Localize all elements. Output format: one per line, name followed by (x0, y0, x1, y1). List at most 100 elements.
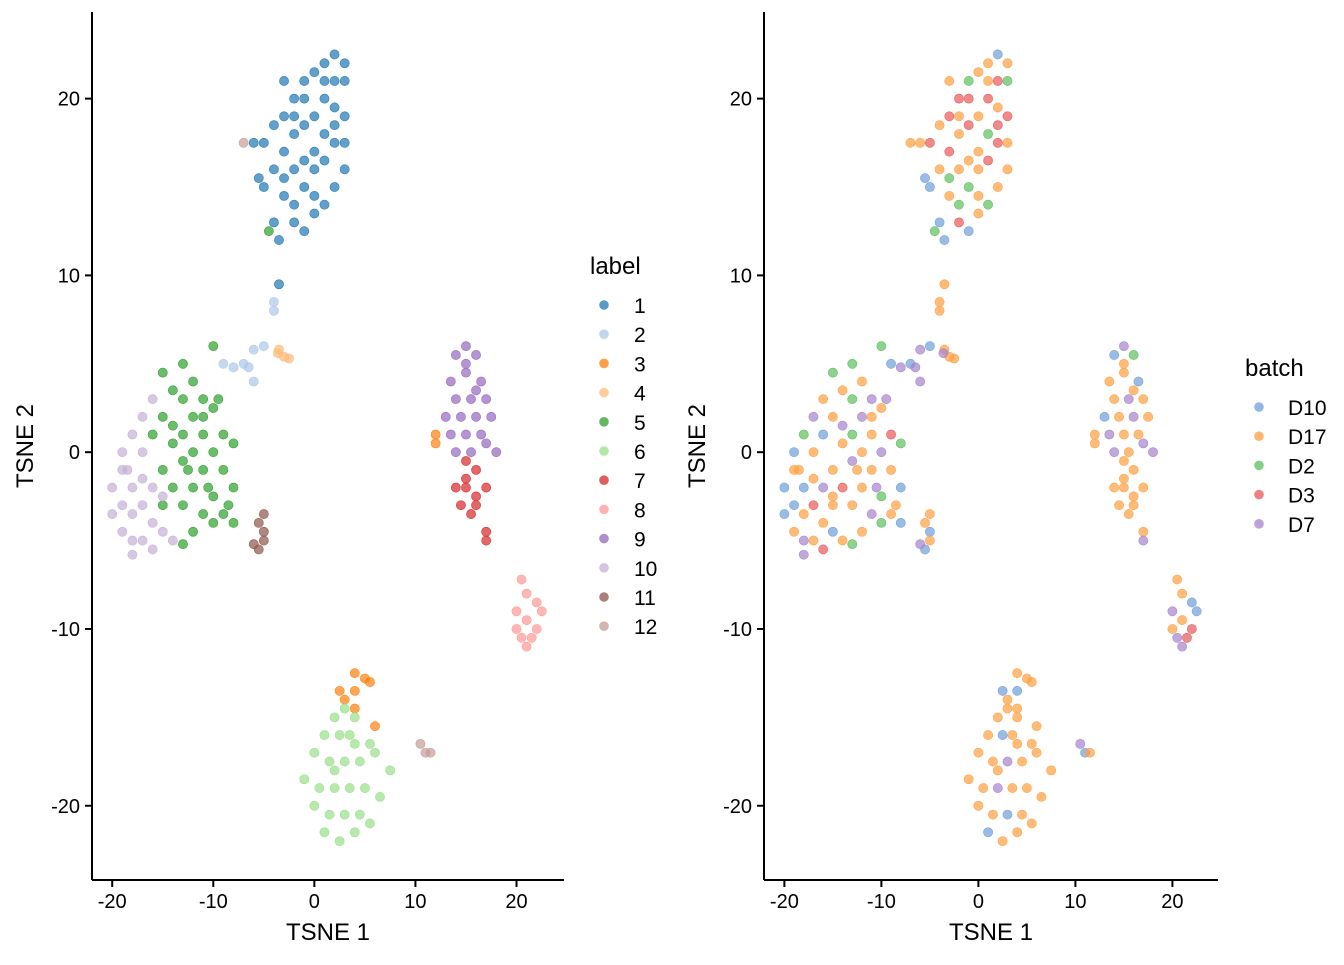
point (157, 491, 168, 502)
point (521, 641, 532, 652)
legend-label: D2 (1288, 455, 1315, 478)
point (147, 544, 158, 555)
point (1133, 429, 1144, 440)
legend-label: 6 (634, 441, 646, 464)
point (1143, 411, 1154, 422)
point (939, 235, 950, 245)
point (1031, 721, 1042, 732)
point (934, 297, 945, 307)
x-axis-label: TSNE 1 (286, 919, 370, 946)
point (365, 738, 375, 749)
y-axis-label: TSNE 2 (12, 404, 39, 488)
point (808, 535, 819, 546)
point (339, 164, 350, 175)
point (827, 367, 838, 378)
point (481, 438, 492, 449)
point (248, 376, 259, 387)
point (963, 120, 974, 131)
point (178, 394, 188, 405)
point (1167, 624, 1178, 634)
point (1119, 341, 1129, 352)
point (450, 350, 461, 360)
point (934, 120, 945, 131)
point (208, 491, 219, 502)
point (481, 394, 492, 405)
point (1007, 730, 1018, 740)
point (1089, 429, 1100, 440)
point (466, 394, 476, 405)
legend-label: 5 (634, 412, 646, 435)
point (798, 429, 809, 440)
point (349, 827, 360, 838)
legend-key (599, 358, 609, 369)
y-axis-label: TSNE 2 (684, 404, 711, 488)
point (1007, 783, 1018, 793)
point (223, 500, 234, 511)
point (1026, 738, 1037, 749)
point (847, 500, 858, 511)
point (939, 279, 950, 290)
point (1109, 350, 1120, 360)
point (1172, 574, 1183, 585)
point (963, 226, 974, 237)
point (178, 358, 188, 369)
point (866, 394, 877, 405)
point (339, 756, 350, 767)
point (1123, 447, 1134, 458)
point (992, 102, 1003, 113)
point (1138, 526, 1149, 537)
point (319, 155, 330, 166)
point (866, 429, 877, 440)
point (827, 464, 838, 475)
point (895, 482, 906, 493)
point (978, 783, 989, 793)
point (798, 549, 809, 560)
point (837, 420, 848, 431)
legend-label: D17 (1288, 426, 1327, 449)
point (243, 362, 254, 373)
point (329, 765, 340, 776)
point (992, 765, 1003, 776)
point (1148, 447, 1158, 458)
point (359, 783, 370, 793)
point (988, 756, 998, 767)
legend-label: 1 (634, 295, 646, 318)
point (137, 447, 148, 458)
point (857, 411, 867, 422)
point (329, 182, 340, 192)
point (461, 367, 471, 378)
x-tick-label: 20 (505, 891, 527, 913)
point (157, 500, 168, 511)
legend-key (599, 592, 609, 602)
point (886, 429, 896, 440)
point (837, 385, 848, 396)
point (319, 58, 330, 69)
x-tick-label: 10 (404, 891, 426, 913)
point (895, 362, 906, 373)
point (963, 774, 974, 785)
point (924, 526, 935, 537)
point (827, 491, 838, 502)
point (167, 420, 178, 431)
point (258, 341, 269, 352)
point (881, 394, 892, 405)
point (808, 411, 819, 422)
point (440, 411, 451, 422)
point (1114, 411, 1124, 422)
y-tick-label: 0 (69, 442, 80, 464)
point (127, 429, 138, 440)
point (1119, 473, 1129, 484)
point (1002, 58, 1013, 69)
legend-label: 11 (634, 587, 656, 610)
point (445, 376, 456, 387)
point (461, 341, 471, 352)
point (415, 738, 426, 749)
point (370, 721, 380, 732)
point (891, 500, 901, 511)
point (1099, 411, 1110, 422)
point (779, 509, 790, 519)
point (127, 509, 138, 519)
y-tick-label: 10 (58, 265, 80, 287)
point (992, 137, 1003, 148)
point (1089, 438, 1100, 449)
